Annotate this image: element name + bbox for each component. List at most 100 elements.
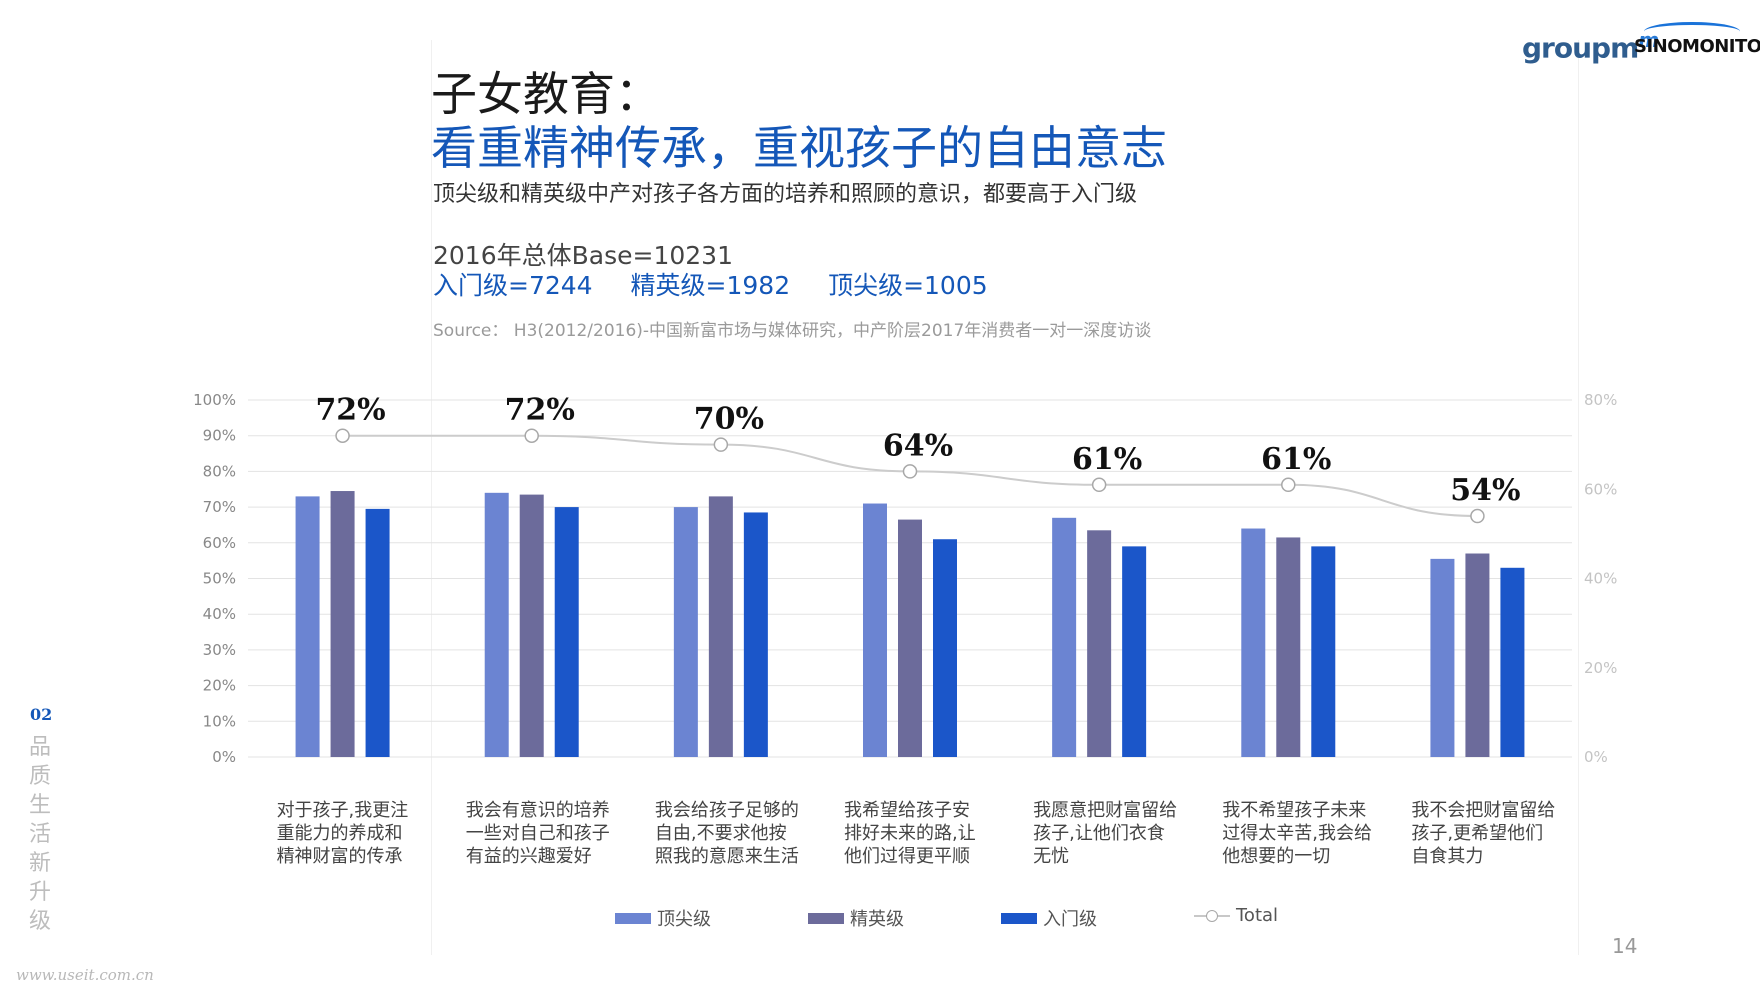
x-axis-category-label: 无忧 [1033, 846, 1069, 867]
y-axis-tick-label: 0% [212, 748, 236, 766]
x-axis-category-label: 我会有意识的培养 [466, 800, 610, 821]
page-subtitle: 顶尖级和精英级中产对孩子各方面的培养和照顾的意识，都要高于入门级 [433, 182, 1138, 207]
base-total: 2016年总体Base=10231 [433, 241, 733, 270]
y-axis-tick-label: 40% [203, 605, 236, 623]
total-point [902, 464, 918, 479]
watermark: www.useit.com.cn [16, 966, 154, 984]
total-data-label: 72% [505, 393, 575, 428]
base-elite: 精英级=1982 [630, 271, 791, 300]
bar-entry [365, 508, 390, 757]
page-headline: 看重精神传承，重视孩子的自由意志 [431, 121, 1167, 175]
x-axis-category-label: 精神财富的传承 [277, 846, 403, 867]
legend-swatch [808, 912, 844, 924]
page-number: 14 [1612, 934, 1638, 958]
total-point [335, 428, 350, 443]
bar-top [863, 503, 887, 757]
page-title: 子女教育： [431, 67, 661, 121]
bar-elite [330, 491, 355, 757]
x-axis-category-label: 我希望给孩子安 [844, 800, 970, 821]
legend-swatch [1001, 912, 1037, 924]
bar-top [295, 496, 320, 757]
base-top: 顶尖级=1005 [828, 271, 988, 300]
y-axis-tick-label: 20% [203, 677, 236, 695]
x-axis-category-label: 重能力的养成和 [277, 823, 403, 844]
y-axis-tick-label: 10% [203, 712, 236, 730]
bar-elite [708, 496, 733, 757]
y-axis-tick-label: 30% [203, 641, 236, 659]
total-data-label: 61% [1261, 442, 1331, 477]
x-axis-category-label: 他想要的一切 [1222, 846, 1330, 867]
bar-top [1052, 517, 1077, 757]
bar-entry [1122, 546, 1147, 757]
total-data-label: 61% [1072, 442, 1142, 477]
y-axis-right-tick-label: 80% [1584, 391, 1617, 409]
legend-item-top: 顶尖级 [615, 905, 711, 931]
legend-label: Total [1236, 905, 1279, 926]
x-axis-category-label: 照我的意愿来生活 [655, 846, 799, 867]
source-note: Source： H3(2012/2016)-中国新富市场与媒体研究，中产阶层20… [433, 321, 1152, 341]
total-point [1281, 477, 1296, 493]
legend-item-total: Total [1194, 905, 1278, 926]
legend-label: 入门级 [1043, 909, 1097, 930]
bar-entry [933, 539, 957, 757]
x-axis-category-label: 排好未来的路,让 [844, 823, 976, 844]
y-axis-tick-label: 70% [203, 498, 236, 516]
total-data-label: 54% [1450, 473, 1520, 508]
y-axis-tick-label: 50% [203, 570, 236, 588]
bar-elite [898, 519, 922, 757]
x-axis-category-label: 我会给孩子足够的 [655, 800, 799, 821]
bar-elite [1276, 537, 1301, 757]
y-axis-tick-label: 100% [193, 391, 236, 409]
legend-label: 精英级 [850, 909, 904, 930]
x-axis-category-label: 一些对自己和孩子 [466, 823, 610, 844]
divider-line [1578, 40, 1579, 955]
x-axis-category-label: 自食其力 [1411, 846, 1483, 867]
bar-entry [1311, 546, 1336, 757]
bar-entry [1500, 567, 1525, 757]
bar-elite [519, 494, 544, 757]
total-point [1470, 508, 1485, 524]
base-groups: 入门级=7244 精英级=1982 顶尖级=1005 [433, 266, 1018, 302]
bar-top [484, 492, 509, 757]
y-axis-right-tick-label: 20% [1584, 659, 1617, 677]
x-axis-category-label: 自由,不要求他按 [655, 823, 787, 844]
legend-line-marker [1194, 909, 1230, 923]
total-point [713, 437, 729, 452]
legend-label: 顶尖级 [657, 909, 711, 930]
y-axis-tick-label: 80% [203, 462, 236, 480]
y-axis-right-tick-label: 40% [1584, 570, 1617, 588]
divider-line [431, 40, 432, 955]
y-axis-tick-label: 60% [203, 534, 236, 552]
bar-top [1430, 558, 1455, 757]
bar-entry [554, 507, 579, 757]
x-axis-category-label: 他们过得更平顺 [844, 846, 970, 867]
section-title: 品 质 生 活 新 升 级 [28, 735, 51, 934]
x-axis-category-label: 我愿意把财富留给 [1033, 800, 1177, 821]
section-number: 02 [30, 705, 53, 724]
bar-entry [743, 512, 768, 757]
x-axis-category-label: 有益的兴趣爱好 [466, 846, 592, 867]
legend-item-entry: 入门级 [1001, 905, 1097, 931]
x-axis-category-label: 孩子,更希望他们 [1411, 823, 1543, 844]
chart-legend: 顶尖级 精英级 入门级 Total [0, 905, 1760, 935]
y-axis-right-tick-label: 60% [1584, 480, 1617, 498]
total-point [1091, 477, 1107, 493]
bar-elite [1465, 553, 1490, 757]
sinomonitor-logo: SINOMONITOR [1634, 36, 1760, 57]
base-entry: 入门级=7244 [433, 271, 593, 300]
total-data-label: 64% [883, 428, 953, 463]
bar-top [673, 507, 698, 757]
y-axis-right-tick-label: 0% [1584, 748, 1608, 766]
sinomonitor-logo-arc [1644, 22, 1740, 41]
x-axis-category-label: 孩子,让他们衣食 [1033, 823, 1165, 844]
total-point [524, 428, 539, 443]
y-axis-tick-label: 90% [203, 427, 236, 445]
x-axis-category-label: 我不希望孩子未来 [1222, 800, 1366, 821]
total-data-label: 72% [315, 393, 385, 428]
bar-top [1241, 528, 1266, 757]
total-data-label: 70% [694, 402, 764, 437]
x-axis-category-label: 过得太辛苦,我会给 [1222, 823, 1372, 844]
x-axis-category-label: 我不会把财富留给 [1411, 800, 1555, 821]
bar-elite [1087, 530, 1112, 757]
